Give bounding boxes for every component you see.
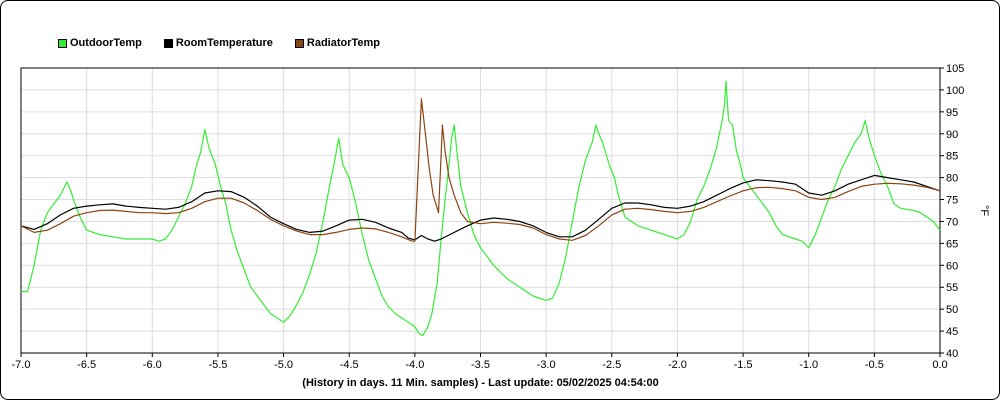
y-tick-label: 45: [946, 326, 958, 338]
x-tick-label: -3.5: [471, 359, 490, 371]
x-tick-label: -6.5: [77, 359, 96, 371]
x-tick-label: -1.0: [799, 359, 818, 371]
x-tick-label: -7.0: [12, 359, 31, 371]
x-tick-label: -2.5: [602, 359, 621, 371]
y-tick-label: 100: [946, 85, 964, 97]
legend-item-roomtemperature: RoomTemperature: [163, 37, 273, 49]
series-line-outdoortemp: [21, 80, 941, 337]
y-tick-label: 65: [946, 238, 958, 250]
y-tick-label: 95: [946, 107, 958, 119]
y-tick-label: 50: [946, 304, 958, 316]
x-tick-label: -4.0: [405, 359, 424, 371]
legend-item-radiatortemp: RadiatorTemp: [294, 37, 381, 49]
x-tick-label: -0.5: [865, 359, 884, 371]
x-tick-label: -4.5: [340, 359, 359, 371]
x-tick-label: -3.0: [537, 359, 556, 371]
y-tick-label: 85: [946, 151, 958, 163]
y-tick-label: 75: [946, 195, 958, 207]
grid-lines: [20, 67, 941, 354]
y-axis-label: °F: [978, 205, 990, 216]
y-tick-label: 90: [946, 129, 958, 141]
series-line-roomtemperature: [20, 174, 941, 242]
x-tick-label: -2.0: [668, 359, 687, 371]
x-tick-label: -6.0: [143, 359, 162, 371]
legend-swatch-outdoortemp: [58, 38, 67, 48]
series-lines: [20, 80, 941, 337]
y-tick-label: 60: [946, 260, 958, 272]
legend-label-radiatortemp: RadiatorTemp: [306, 37, 381, 49]
y-tick-label: 55: [946, 282, 958, 294]
series-line-radiatortemp: [20, 98, 941, 242]
x-tick-label: -5.0: [274, 359, 293, 371]
y-tick-label: 80: [946, 173, 958, 185]
y-axis-ticks: 40 45 50 55 60 65 70 75 80 85 90 95 100 105: [940, 63, 964, 360]
x-axis-ticks: -7.0 -6.5 -6.0 -5.5 -5.0 -4.5 -4.0 -3.5 -3.0 -2.5…: [12, 353, 948, 371]
legend: OutdoorTemp RoomTemperature RadiatorTemp: [58, 37, 402, 49]
x-axis-caption: (History in days. 11 Min. samples) - Las…: [302, 377, 658, 389]
legend-swatch-roomtemperature: [163, 38, 173, 48]
x-tick-label: 0.0: [932, 359, 947, 371]
legend-item-outdoortemp: OutdoorTemp: [58, 37, 142, 49]
y-tick-label: 105: [946, 63, 964, 75]
x-tick-label: -1.5: [734, 359, 753, 371]
x-tick-label: -5.5: [208, 359, 227, 371]
legend-label-roomtemperature: RoomTemperature: [175, 37, 273, 49]
y-tick-label: 70: [946, 216, 958, 228]
y-tick-label: 40: [946, 348, 958, 360]
legend-label-outdoortemp: OutdoorTemp: [70, 37, 142, 49]
legend-swatch-radiatortemp: [294, 38, 304, 48]
